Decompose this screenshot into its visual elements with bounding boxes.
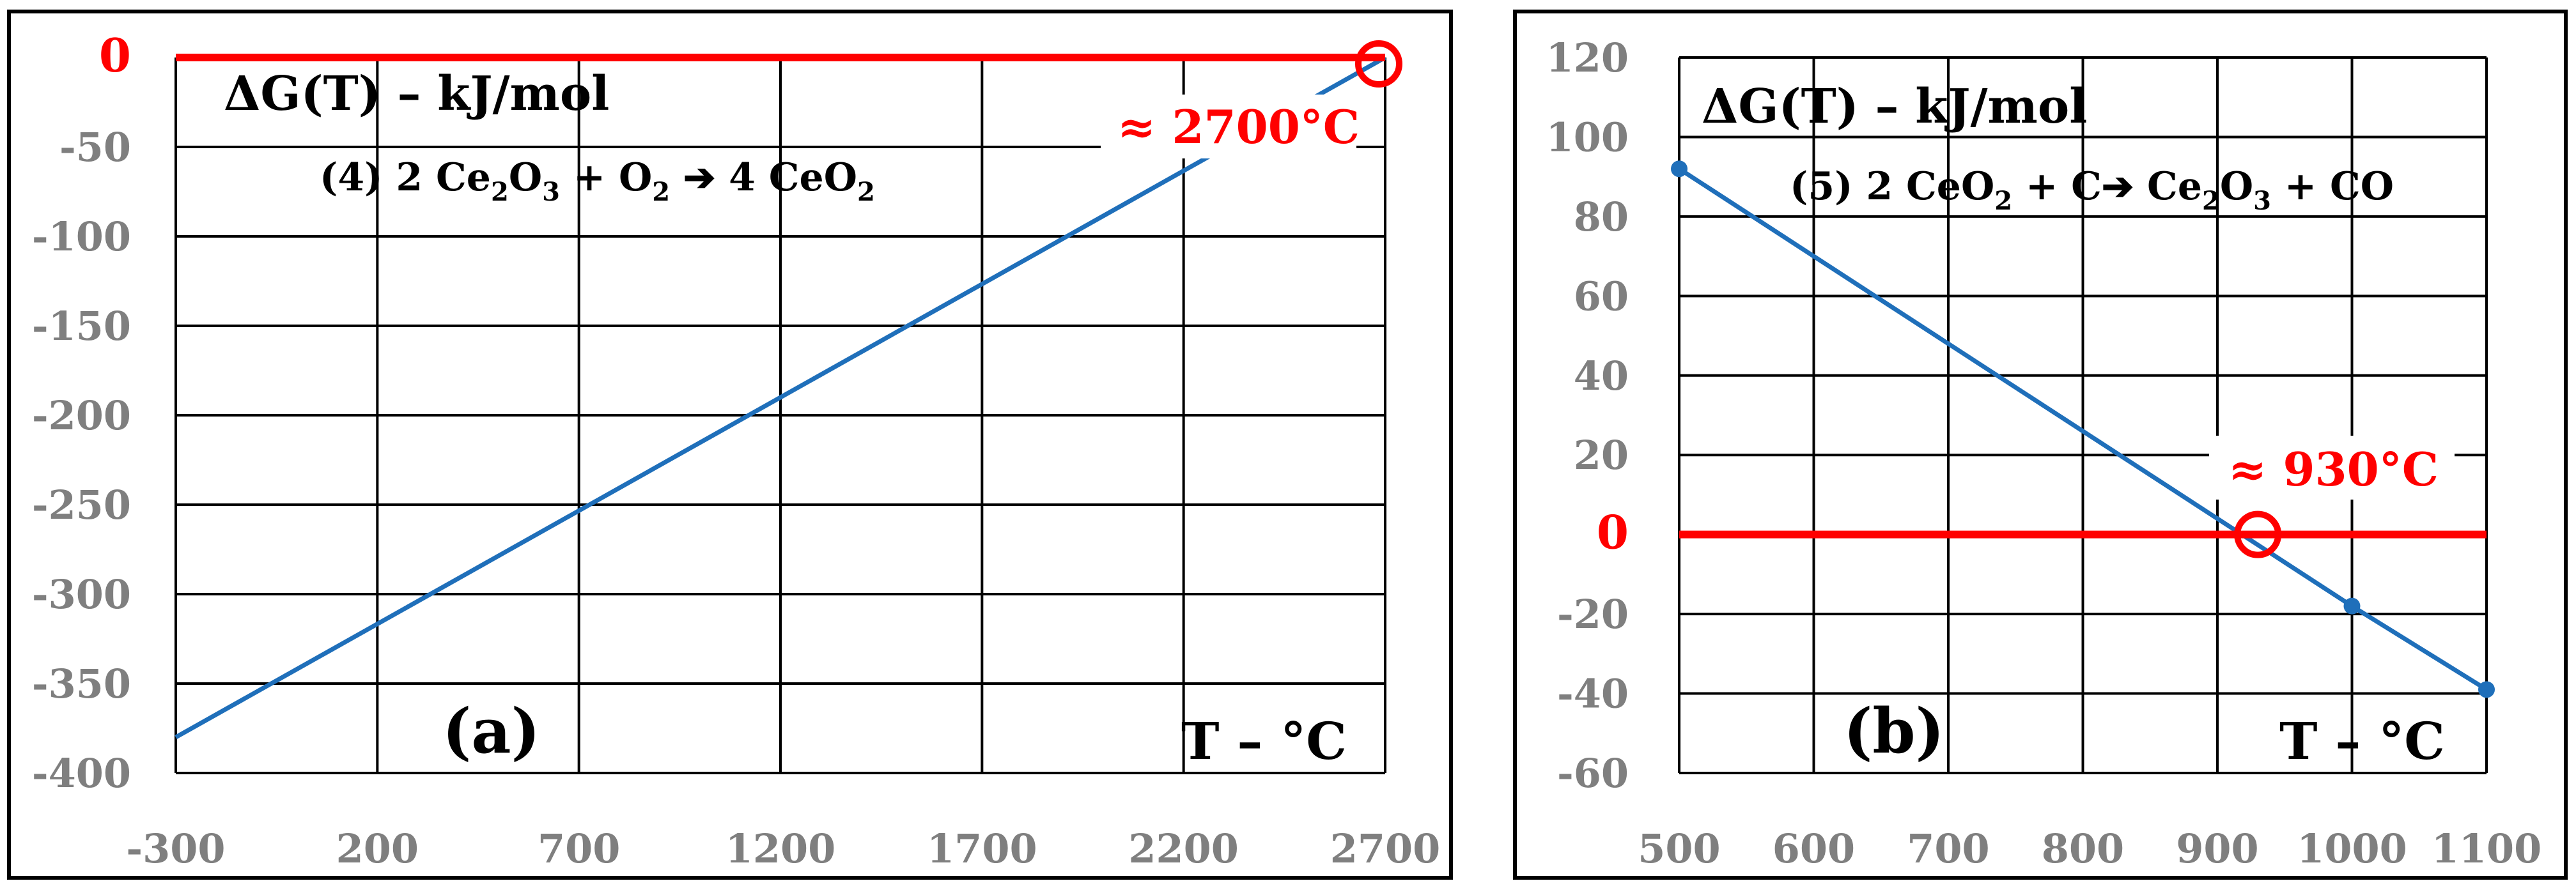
ticks-a: -300 200 700 1200 1700 2200 2700 0 -50 -100 -150 -2…	[32, 28, 1440, 872]
panel-label-b: (b)	[1843, 695, 1944, 767]
y-tick-label: -400	[32, 750, 131, 797]
y-tick-label: -50	[59, 124, 131, 171]
ticks-b: 500 600 700 800 900 1000 1100 120 100 80 60 40 20 0 -2…	[1546, 34, 2542, 872]
x-tick-label: 1700	[927, 825, 1037, 872]
x-axis-label-b: T – °C	[2279, 711, 2445, 771]
y-axis-label-b: ΔG(T) – kJ/mol	[1702, 79, 2087, 134]
x-tick-label: 1100	[2432, 825, 2542, 872]
series-b	[1671, 160, 2495, 698]
y-tick-label: 80	[1574, 194, 1629, 240]
x-tick-label: 500	[1638, 825, 1720, 872]
y-tick-label: -100	[32, 213, 131, 260]
equation-a: (4) 2 Ce2O3 + O2 ➔ 4 CeO2	[320, 155, 875, 207]
y-tick-label: -200	[32, 392, 131, 439]
x-tick-label: 700	[538, 825, 620, 872]
data-point	[2343, 597, 2361, 615]
panel-b: 500 600 700 800 900 1000 1100 120 100 80 60 40 20 0 -2…	[1513, 10, 2568, 880]
x-tick-label: -300	[126, 825, 225, 872]
panel-label-a: (a)	[442, 695, 540, 767]
y-tick-label: 20	[1574, 432, 1629, 478]
y-tick-label: 40	[1574, 353, 1629, 399]
y-tick-label: -40	[1557, 671, 1629, 717]
x-tick-label: 2700	[1330, 825, 1441, 872]
annotation-b: ≈ 930°C	[2228, 442, 2439, 496]
annotation-a: ≈ 2700°C	[1117, 100, 1360, 154]
y-tick-label: -300	[32, 571, 131, 618]
series-a	[175, 40, 1402, 740]
y-tick-label: -350	[32, 661, 131, 707]
x-tick-label: 600	[1773, 825, 1855, 872]
x-tick-label: 1000	[2297, 825, 2407, 872]
y-tick-label: -150	[32, 303, 131, 349]
y-tick-label-zero: 0	[99, 28, 131, 82]
y-tick-label-zero: 0	[1597, 505, 1629, 560]
x-tick-label: 2200	[1128, 825, 1239, 872]
panel-a: -300 200 700 1200 1700 2200 2700 0 -50 -100 -150 -2…	[7, 10, 1453, 880]
x-tick-label: 800	[2042, 825, 2124, 872]
y-axis-label-a: ΔG(T) – kJ/mol	[224, 66, 609, 121]
x-tick-label: 900	[2176, 825, 2258, 872]
crossing-marker	[1355, 40, 1402, 88]
y-tick-label: 60	[1574, 273, 1629, 319]
y-tick-label: -20	[1557, 591, 1629, 638]
equation-b: (5) 2 CeO2 + C➔ Ce2O3 + CO	[1790, 164, 2394, 216]
x-tick-label: 700	[1907, 825, 1989, 872]
y-tick-label: -60	[1557, 750, 1629, 797]
x-tick-label: 1200	[725, 825, 836, 872]
annotation-bg-a	[1101, 95, 1356, 158]
y-tick-label: 120	[1546, 34, 1629, 81]
data-point	[2478, 681, 2495, 698]
series-line	[175, 55, 1386, 740]
crossing-marker	[2234, 510, 2282, 558]
y-tick-label: 100	[1546, 114, 1629, 160]
x-axis-label-a: T – °C	[1181, 711, 1347, 771]
data-point	[1671, 160, 1688, 178]
annotation-bg-b	[2209, 436, 2455, 500]
grid-a	[175, 57, 1386, 774]
x-tick-label: 200	[336, 825, 419, 872]
y-tick-label: -250	[32, 482, 131, 528]
